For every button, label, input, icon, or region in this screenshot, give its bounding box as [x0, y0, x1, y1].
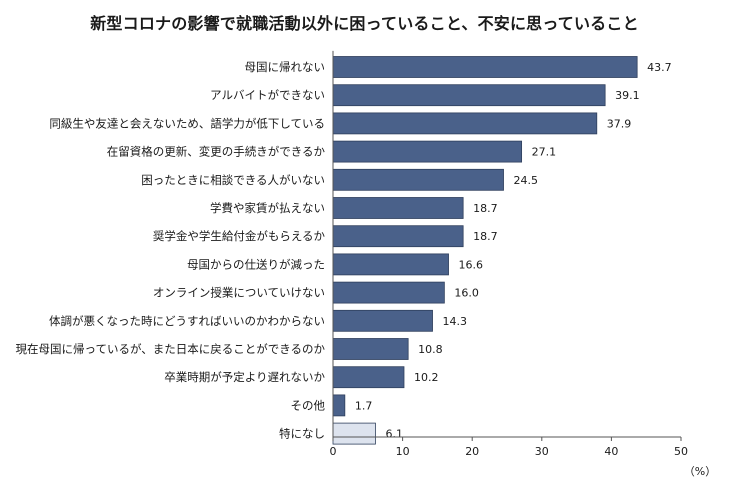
value-label: 14.3: [443, 315, 468, 328]
category-label: 在留資格の更新、変更の手続きができるか: [107, 145, 326, 159]
bar: [332, 197, 464, 219]
x-tick-label: 30: [535, 445, 549, 458]
x-tick-label: 10: [396, 445, 410, 458]
x-tick-label: 40: [604, 445, 618, 458]
category-label: 学費や家賃が払えない: [210, 201, 325, 215]
category-label: 奨学金や学生給付金がもらえるか: [153, 229, 326, 243]
value-label: 10.8: [418, 343, 443, 356]
value-label: 10.2: [414, 371, 439, 384]
value-label: 16.6: [459, 258, 484, 271]
category-label: 母国に帰れない: [245, 60, 326, 74]
category-label: オンライン授業についていけない: [153, 286, 325, 300]
category-label: 卒業時期が予定より遅れないか: [164, 370, 325, 384]
bar: [332, 338, 409, 360]
bar: [332, 309, 433, 332]
bar: [332, 140, 523, 163]
category-label: 同級生や友達と会えないため、語学力が低下している: [49, 116, 325, 130]
x-tick-label: 0: [330, 445, 337, 458]
bar: [332, 84, 606, 107]
bar: [332, 56, 638, 78]
bar: [332, 394, 346, 417]
category-label: 現在母国に帰っているが、また日本に戻ることができるのか: [16, 342, 326, 356]
value-label: 37.9: [607, 117, 632, 130]
value-label: 27.1: [532, 146, 557, 159]
category-label: 困ったときに相談できる人がいない: [141, 173, 325, 187]
chart-title: 新型コロナの影響で就職活動以外に困っていること、不安に思っていること: [90, 14, 639, 33]
category-label: 体調が悪くなった時にどうすればいいのかわからない: [49, 314, 325, 328]
value-label: 6.1: [385, 428, 403, 441]
bar: [332, 366, 405, 389]
bar: [332, 112, 598, 135]
bar: [332, 168, 504, 191]
x-axis-unit: （%）: [684, 465, 716, 478]
value-label: 24.5: [514, 174, 539, 187]
value-label: 43.7: [647, 61, 672, 74]
value-label: 1.7: [355, 399, 373, 412]
bar: [332, 422, 376, 445]
value-label: 39.1: [615, 89, 640, 102]
bar: [332, 253, 449, 276]
category-label: 母国からの仕送りが減った: [187, 257, 325, 271]
bar: [332, 225, 464, 248]
value-label: 18.7: [473, 230, 498, 243]
value-label: 18.7: [473, 202, 498, 215]
x-tick-label: 50: [674, 445, 688, 458]
category-label: 特になし: [279, 427, 325, 441]
bar: [332, 281, 445, 304]
category-label: アルバイトができない: [210, 88, 325, 102]
category-label: その他: [291, 398, 326, 412]
x-tick-label: 20: [465, 445, 479, 458]
value-label: 16.0: [454, 287, 479, 300]
